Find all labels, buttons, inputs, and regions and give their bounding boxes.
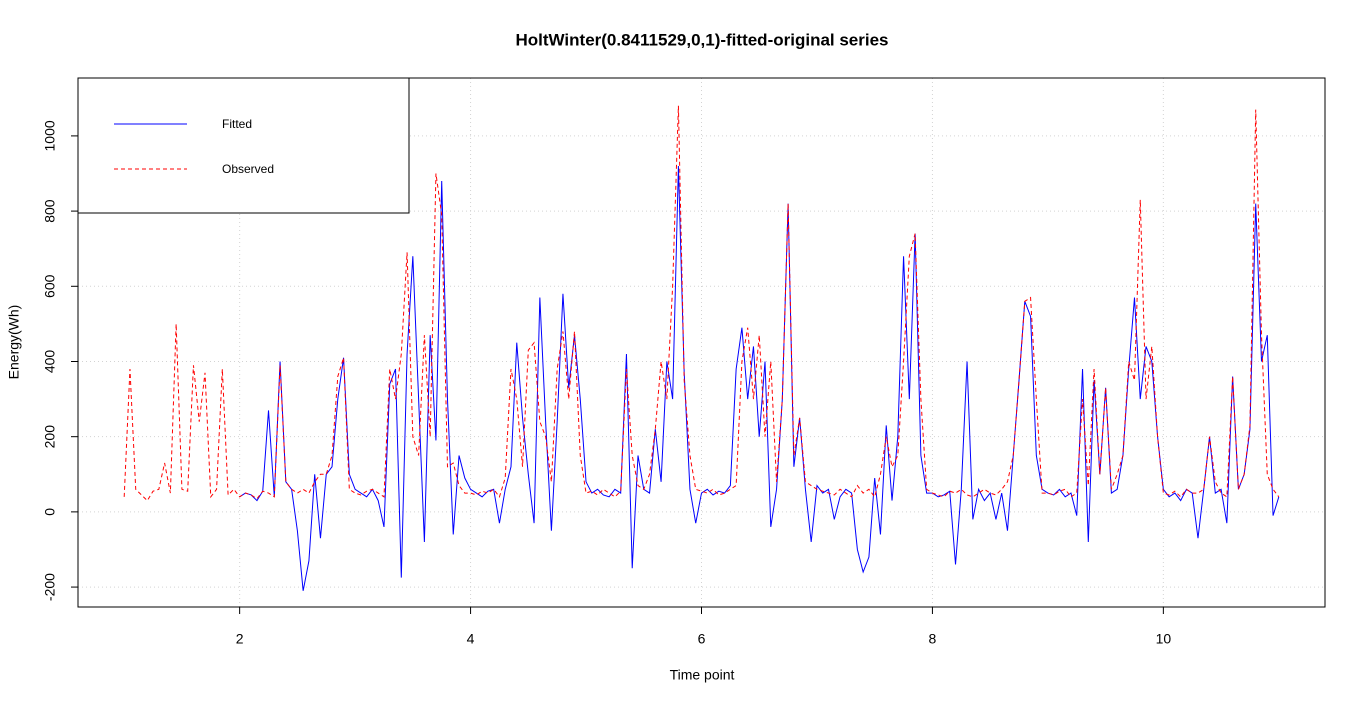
series-line <box>239 165 1280 591</box>
legend-label: Fitted <box>222 117 252 131</box>
plot-frame <box>77 77 1326 608</box>
x-tick-label: 4 <box>467 631 475 647</box>
legend-box <box>77 77 410 214</box>
y-tick-label: 200 <box>42 425 58 449</box>
x-tick-label: 2 <box>236 631 244 647</box>
series-line <box>123 105 1280 502</box>
y-tick-label: 400 <box>42 350 58 374</box>
y-tick-label: 600 <box>42 274 58 298</box>
x-tick-label: 6 <box>698 631 706 647</box>
y-tick-label: 800 <box>42 199 58 223</box>
y-tick-label: -200 <box>42 573 58 601</box>
chart-title: HoltWinter(0.8411529,0,1)-fitted-origina… <box>515 30 888 49</box>
x-tick-label: 8 <box>929 631 937 647</box>
y-tick-label: 1000 <box>42 120 58 151</box>
y-axis-label: Energy(Wh) <box>6 305 22 380</box>
y-tick-label: 0 <box>42 508 58 516</box>
x-tick-label: 10 <box>1156 631 1172 647</box>
legend-label: Observed <box>222 162 274 176</box>
x-axis-label: Time point <box>670 667 735 683</box>
